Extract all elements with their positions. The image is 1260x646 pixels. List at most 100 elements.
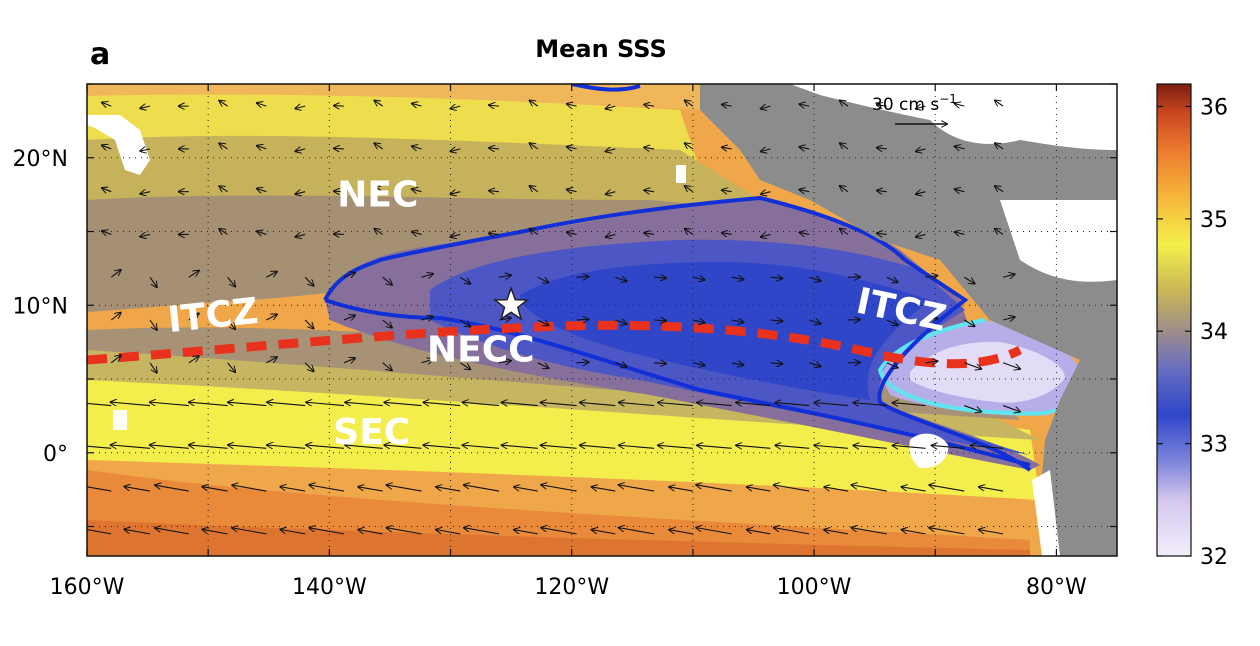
current-vector [685, 100, 694, 106]
current-vector [799, 190, 810, 192]
current-vector [761, 234, 771, 237]
current-vector [576, 277, 589, 278]
current-vector [537, 276, 549, 282]
current-vector [149, 362, 157, 373]
current-vector [615, 277, 626, 281]
current-vector [774, 485, 810, 492]
current-vector [658, 445, 693, 448]
current-vector [306, 445, 344, 448]
current-vector [309, 528, 344, 535]
current-vector [374, 186, 383, 192]
current-vector [722, 104, 732, 106]
current-vector [731, 320, 744, 322]
current-label-itcz: ITCZ [166, 291, 260, 341]
current-vector [489, 148, 500, 149]
current-vector [654, 277, 666, 278]
current-vector [140, 234, 151, 236]
current-vector [576, 319, 589, 320]
current-vector [537, 362, 549, 368]
current-vector [436, 487, 461, 492]
current-vector [925, 318, 938, 320]
current-vector [110, 355, 120, 364]
scale-vector: 30 cm s−1 [872, 92, 957, 124]
current-vector [110, 313, 120, 321]
current-vector [840, 143, 849, 149]
current-vector [227, 362, 236, 372]
current-vector [576, 362, 589, 363]
current-vector [530, 186, 539, 192]
current-vector [150, 402, 189, 405]
y-tick-label: 0° [43, 442, 68, 467]
current-vector [722, 233, 732, 235]
salinity-field [87, 84, 1117, 556]
current-vector [824, 530, 849, 535]
current-vector [343, 315, 355, 320]
current-vector [232, 485, 267, 492]
current-vector [932, 445, 965, 448]
current-vector [384, 402, 422, 405]
current-vector [189, 402, 228, 405]
map-frame [86, 83, 1118, 557]
current-vector [925, 276, 938, 278]
current-vector [770, 277, 782, 278]
x-tick-label: 120°W [534, 575, 609, 600]
current-vector [140, 192, 151, 194]
current-vector [412, 232, 422, 235]
current-vector [451, 106, 461, 109]
current-vector [567, 147, 577, 149]
current-vector [770, 320, 782, 321]
current-vector [257, 231, 267, 234]
current-vector [886, 277, 898, 282]
current-vector [877, 233, 887, 234]
current-vector [124, 529, 151, 535]
current-vector [343, 273, 355, 278]
current-vector [295, 192, 306, 194]
current-vector [228, 402, 267, 405]
current-vector [382, 319, 392, 328]
current-vector [382, 362, 392, 371]
current-vector [412, 146, 422, 149]
current-vector [514, 487, 538, 492]
current-vector [110, 270, 120, 278]
current-vector [654, 363, 666, 364]
current-vector [334, 234, 344, 235]
current-vector [436, 530, 461, 535]
current-vector [685, 229, 694, 235]
current-vector [747, 487, 771, 492]
current-vector [219, 186, 228, 191]
lat-lon-grid [87, 84, 1117, 556]
current-vector [893, 445, 926, 448]
current-vector [267, 445, 306, 448]
current-vector [761, 106, 771, 109]
current-vector [851, 528, 887, 535]
current-vector [964, 362, 981, 369]
current-vector [309, 485, 344, 492]
current-vector [451, 192, 461, 195]
current-vector [1002, 274, 1015, 277]
current-vector [995, 229, 1004, 235]
x-tick-label: 160°W [50, 575, 125, 600]
current-vector [658, 402, 693, 405]
current-vector [451, 149, 461, 152]
current-vector [202, 529, 228, 535]
current-vector [541, 485, 577, 492]
current-vector [304, 319, 313, 329]
panel-letter: a [90, 37, 110, 72]
current-vector [877, 148, 887, 149]
current-vector [306, 402, 344, 405]
current-vector [696, 485, 732, 492]
current-vector [886, 363, 898, 368]
current-vector [489, 191, 500, 192]
current-vector [809, 363, 820, 367]
current-vector [295, 106, 306, 108]
current-vectors [87, 100, 1020, 535]
current-vector [809, 320, 820, 324]
current-vector [155, 485, 189, 492]
current-vector [188, 313, 199, 321]
x-tick-label: 80°W [1026, 575, 1087, 600]
current-vector [530, 143, 539, 149]
current-vector [489, 105, 500, 106]
current-vector [916, 192, 926, 195]
current-vector [580, 402, 616, 405]
